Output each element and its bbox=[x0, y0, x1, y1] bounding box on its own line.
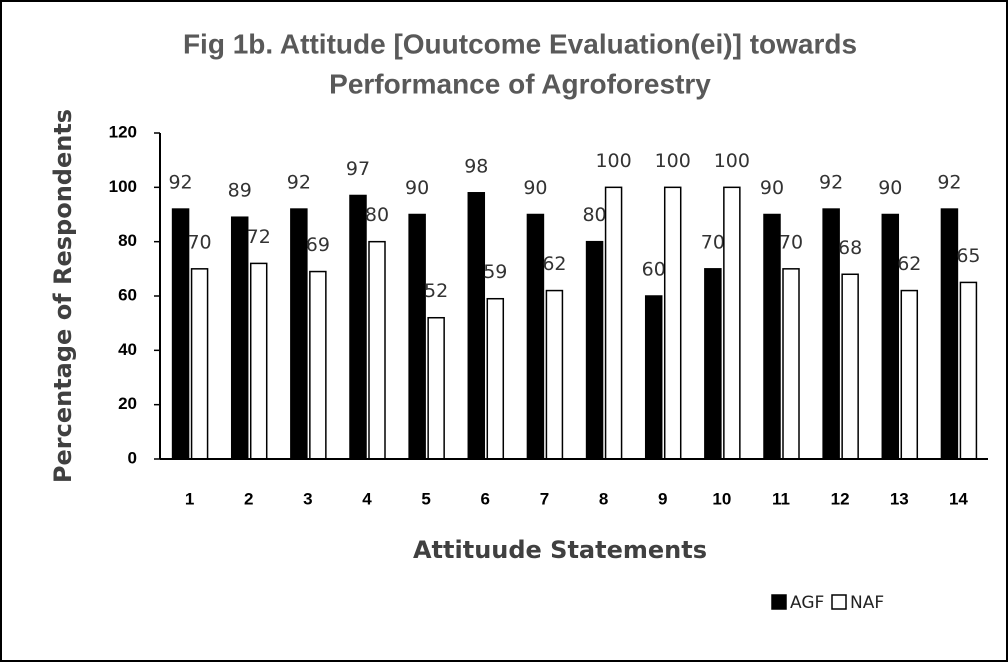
y-tick-label: 120 bbox=[109, 122, 137, 141]
bar bbox=[663, 186, 682, 460]
data-label: 62 bbox=[897, 253, 921, 275]
bar bbox=[940, 208, 959, 460]
data-label: 68 bbox=[838, 237, 862, 259]
legend-swatch bbox=[771, 594, 787, 610]
bar bbox=[545, 289, 564, 460]
legend-label: AGF bbox=[790, 593, 824, 613]
legend-label: NAF bbox=[850, 593, 884, 613]
y-tick-label: 0 bbox=[128, 448, 137, 467]
data-label: 59 bbox=[483, 261, 507, 283]
data-label: 92 bbox=[819, 172, 843, 194]
bar bbox=[585, 240, 604, 460]
data-label: 70 bbox=[701, 231, 725, 253]
bar bbox=[822, 208, 840, 460]
bar bbox=[249, 262, 268, 460]
bar bbox=[349, 194, 367, 460]
bar bbox=[704, 268, 722, 460]
bar bbox=[644, 295, 663, 460]
bar bbox=[171, 208, 190, 460]
x-tick-label: 4 bbox=[362, 489, 372, 508]
bar bbox=[290, 208, 308, 460]
chart-title-line2: Performance of Agroforestry bbox=[329, 68, 711, 99]
x-axis-label: Attituude Statements bbox=[413, 536, 707, 564]
data-label: 89 bbox=[228, 180, 252, 202]
bar bbox=[604, 186, 623, 460]
chart-title: Fig 1b. Attitude [Ouutcome Evaluation(ei… bbox=[183, 28, 857, 59]
data-label: 90 bbox=[878, 177, 902, 199]
bar bbox=[723, 186, 741, 460]
data-label: 98 bbox=[464, 155, 488, 177]
y-tick-label: 40 bbox=[118, 340, 137, 359]
data-label: 92 bbox=[287, 172, 311, 194]
legend-swatch bbox=[831, 594, 847, 610]
bar bbox=[190, 268, 209, 460]
bar bbox=[368, 240, 386, 460]
bar bbox=[763, 213, 781, 460]
x-tick-label: 11 bbox=[772, 489, 790, 508]
data-label: 62 bbox=[542, 253, 566, 275]
data-label: 100 bbox=[595, 150, 631, 172]
bar bbox=[526, 213, 545, 460]
data-label: 60 bbox=[642, 259, 666, 281]
x-tick-label: 10 bbox=[712, 489, 731, 508]
bar bbox=[881, 213, 900, 460]
data-label: 92 bbox=[168, 172, 192, 194]
data-label: 100 bbox=[714, 150, 750, 172]
x-tick-label: 6 bbox=[481, 489, 490, 508]
data-label: 97 bbox=[346, 158, 370, 180]
bar bbox=[309, 270, 327, 460]
bar bbox=[959, 281, 978, 460]
bar bbox=[782, 268, 800, 460]
bar bbox=[230, 216, 249, 460]
bar bbox=[427, 316, 445, 460]
data-label: 80 bbox=[365, 204, 389, 226]
data-label: 69 bbox=[306, 234, 330, 256]
bar bbox=[408, 213, 426, 460]
x-tick-label: 5 bbox=[421, 489, 430, 508]
data-label: 90 bbox=[523, 177, 547, 199]
y-tick-label: 20 bbox=[118, 394, 137, 413]
data-label: 52 bbox=[424, 280, 448, 302]
data-label: 72 bbox=[247, 226, 271, 248]
data-label: 70 bbox=[187, 231, 211, 253]
data-label: 100 bbox=[655, 150, 691, 172]
x-tick-label: 12 bbox=[831, 489, 850, 508]
y-axis-label: Percentage of Respondents bbox=[49, 109, 77, 483]
bar bbox=[900, 289, 919, 460]
y-tick-label: 80 bbox=[118, 231, 137, 250]
y-tick-label: 100 bbox=[109, 177, 137, 196]
x-tick-label: 14 bbox=[949, 489, 968, 508]
data-label: 80 bbox=[582, 204, 606, 226]
bar bbox=[841, 273, 859, 460]
x-tick-label: 3 bbox=[303, 489, 312, 508]
data-label: 70 bbox=[779, 231, 803, 253]
y-tick-label: 60 bbox=[118, 285, 137, 304]
bar bbox=[486, 297, 505, 460]
x-tick-label: 13 bbox=[890, 489, 909, 508]
x-tick-label: 8 bbox=[599, 489, 608, 508]
data-label: 65 bbox=[956, 245, 980, 267]
bar bbox=[467, 192, 486, 460]
x-tick-label: 1 bbox=[185, 489, 194, 508]
x-tick-label: 7 bbox=[540, 489, 549, 508]
data-label: 92 bbox=[937, 172, 961, 194]
x-tick-label: 2 bbox=[244, 489, 253, 508]
data-label: 90 bbox=[760, 177, 784, 199]
x-tick-label: 9 bbox=[658, 489, 667, 508]
data-label: 90 bbox=[405, 177, 429, 199]
